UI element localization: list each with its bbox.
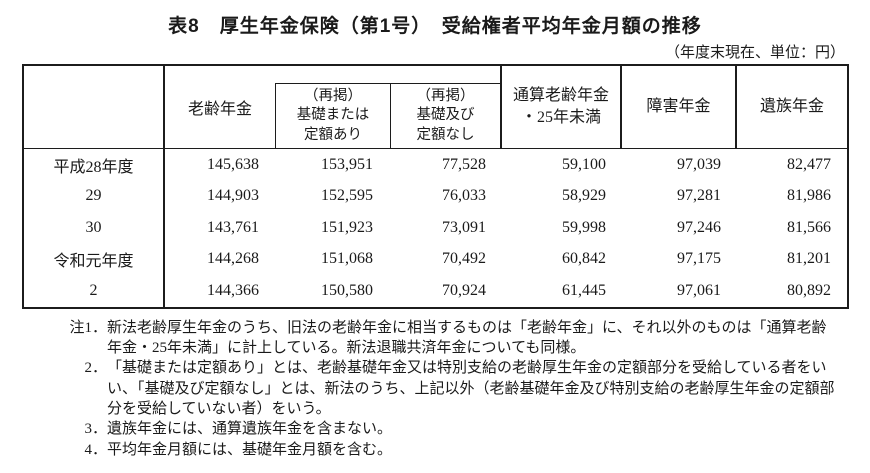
header-cell-disability-pension: 障害年金 xyxy=(622,66,737,148)
value-cell: 152,595 xyxy=(321,187,373,205)
header-group-old-age: 老齢年金 （再掲） 基礎または 定額あり （再掲） 基礎及び 定額なし xyxy=(165,66,502,148)
value-cell: 70,924 xyxy=(442,281,486,299)
header-subgroup-saikei: （再掲） 基礎または 定額あり （再掲） 基礎及び 定額なし xyxy=(275,83,500,148)
row-label: 2 xyxy=(24,275,165,307)
value-cell: 81,566 xyxy=(787,218,831,236)
header-line: 基礎または xyxy=(296,107,370,124)
value-cell: 143,761 xyxy=(207,218,259,236)
footnote-text: 新法老齢厚生年金のうち、旧法の老齢年金に相当するものは「老齢年金」に、それ以外の… xyxy=(107,319,827,356)
value-cell: 77,528 xyxy=(442,155,486,173)
value-cell: 81,201 xyxy=(787,250,831,268)
value-cell: 76,033 xyxy=(442,187,486,205)
value-cell: 144,268 xyxy=(207,250,259,268)
header-line: 定額あり xyxy=(304,126,362,143)
row-label: 平成28年度 xyxy=(24,149,165,181)
header-line: 通算老齢年金 xyxy=(512,87,609,105)
value-cell: 59,100 xyxy=(562,155,606,173)
table-body: 平成28年度 145,638 153,951 77,528 59,100 97,… xyxy=(24,149,847,307)
header-cell-saikei-without-basic: （再掲） 基礎及び 定額なし xyxy=(391,84,500,148)
footnote-text: 平均年金月額には、基礎年金月額を含む。 xyxy=(107,441,393,458)
value-cell: 97,039 xyxy=(677,155,721,173)
value-cell: 145,638 xyxy=(207,155,259,173)
value-cell: 151,923 xyxy=(321,218,373,236)
table-header: 老齢年金 （再掲） 基礎または 定額あり （再掲） 基礎及び 定額なし 通算老齢… xyxy=(24,66,847,149)
header-line: （再掲） xyxy=(416,88,475,105)
value-cell: 70,492 xyxy=(442,250,486,268)
value-cell: 144,903 xyxy=(207,187,259,205)
row-label: 30 xyxy=(24,212,165,244)
table-row: 30 143,761 151,923 73,091 59,998 97,246 … xyxy=(24,212,847,244)
row-label: 29 xyxy=(24,180,165,212)
table-row: 令和元年度 144,268 151,068 70,492 60,842 97,1… xyxy=(24,243,847,275)
header-cell-saikei-with-basic: （再掲） 基礎または 定額あり xyxy=(276,84,391,148)
value-cell: 80,892 xyxy=(787,281,831,299)
footnote-number: 注1． xyxy=(69,319,107,336)
footnote-1: 注1． 新法老齢厚生年金のうち、旧法の老齢年金に相当するものは「老齢年金」に、そ… xyxy=(60,318,870,359)
table-row: 平成28年度 145,638 153,951 77,528 59,100 97,… xyxy=(24,149,847,181)
footnote-4: 4． 平均年金月額には、基礎年金月額を含む。 xyxy=(60,440,870,460)
header-cell-tsusan-old-age: 通算老齢年金 ・25年未満 xyxy=(502,66,622,148)
footnote-number: 2． xyxy=(84,360,107,377)
value-cell: 153,951 xyxy=(321,155,373,173)
table-row: 29 144,903 152,595 76,033 58,929 97,281 … xyxy=(24,180,847,212)
footnote-text: 「基礎または定額あり」とは、老齢基礎年金又は特別支給の老齢厚生年金の定額部分を受… xyxy=(107,360,835,418)
row-label: 令和元年度 xyxy=(24,243,165,275)
value-cell: 144,366 xyxy=(207,281,259,299)
header-cell-years-empty xyxy=(24,66,165,148)
table-row: 2 144,366 150,580 70,924 61,445 97,061 8… xyxy=(24,275,847,307)
footnote-2: 2． 「基礎または定額あり」とは、老齢基礎年金又は特別支給の老齢厚生年金の定額部… xyxy=(60,358,870,419)
header-line: ・25年未満 xyxy=(520,109,601,126)
footnote-text: 遺族年金には、通算遺族年金を含まない。 xyxy=(107,421,393,438)
page-title: 表8 厚生年金保険（第1号） 受給権者平均年金月額の推移 xyxy=(168,16,702,37)
value-cell: 97,246 xyxy=(677,218,721,236)
footnote-3: 3． 遺族年金には、通算遺族年金を含まない。 xyxy=(60,419,870,439)
value-cell: 81,986 xyxy=(787,187,831,205)
unit-note: （年度末現在、単位：円） xyxy=(664,45,845,61)
header-cell-survivor-pension: 遺族年金 xyxy=(759,98,824,116)
value-cell: 61,445 xyxy=(562,281,606,299)
value-cell: 97,061 xyxy=(677,281,721,299)
header-line: （再掲） xyxy=(304,88,362,105)
value-cell: 82,477 xyxy=(787,155,831,173)
footnote-number: 3． xyxy=(84,421,107,438)
footnote-number: 4． xyxy=(84,441,107,458)
header-line: 基礎及び xyxy=(416,107,475,124)
value-cell: 59,998 xyxy=(562,218,606,236)
pension-table: 老齢年金 （再掲） 基礎または 定額あり （再掲） 基礎及び 定額なし 通算老齢… xyxy=(22,64,849,309)
value-cell: 97,175 xyxy=(677,250,721,268)
header-cell-old-age-pension: 老齢年金 xyxy=(187,101,252,118)
value-cell: 60,842 xyxy=(562,250,606,268)
value-cell: 58,929 xyxy=(562,187,606,205)
value-cell: 150,580 xyxy=(321,281,373,299)
header-line: 定額なし xyxy=(416,126,475,143)
value-cell: 73,091 xyxy=(442,218,486,236)
value-cell: 97,281 xyxy=(677,187,721,205)
value-cell: 151,068 xyxy=(321,250,373,268)
footnotes: 注1． 新法老齢厚生年金のうち、旧法の老齢年金に相当するものは「老齢年金」に、そ… xyxy=(60,318,870,461)
